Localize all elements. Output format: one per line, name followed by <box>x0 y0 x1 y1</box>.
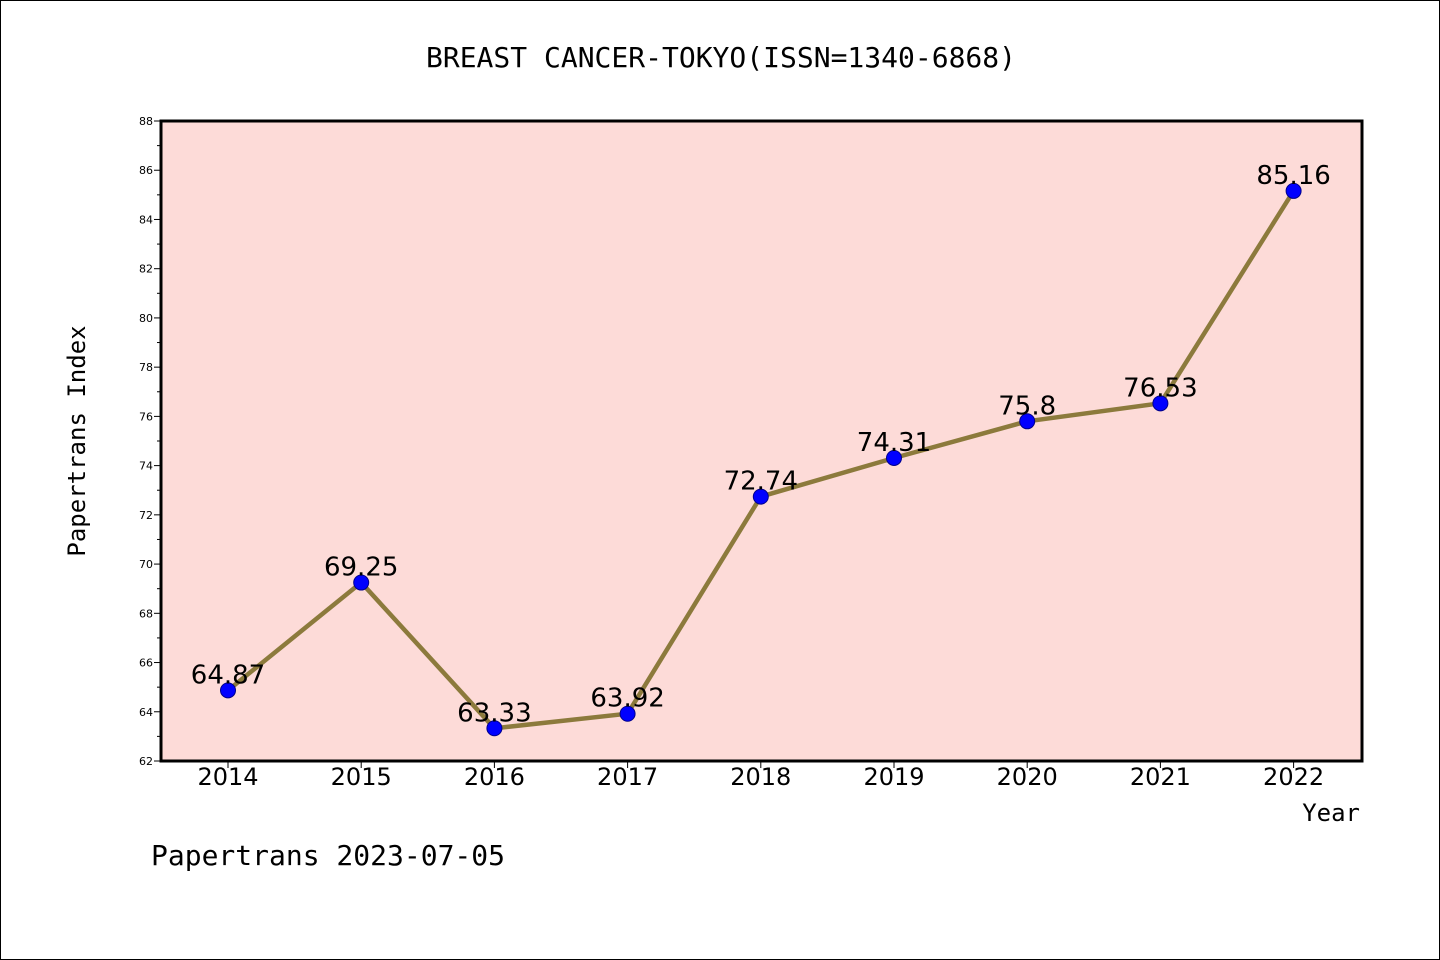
y-axis-label: Papertrans Index <box>63 325 91 556</box>
y-tick-label: 88 <box>139 115 153 128</box>
data-label: 63.92 <box>590 684 664 714</box>
y-tick-label: 64 <box>139 706 153 719</box>
data-point <box>220 682 236 699</box>
data-point <box>619 705 636 722</box>
axis-ticks: 62 64 66 68 70 72 74 76 78 80 82 84 86 88 2014 2015 2016… <box>139 115 1324 791</box>
x-tick-label: 2018 <box>730 763 791 791</box>
x-tick-label: 2014 <box>197 763 258 791</box>
x-tick-label: 2017 <box>597 763 658 791</box>
x-tick-label: 2020 <box>997 763 1058 791</box>
data-label: 76.53 <box>1123 373 1197 403</box>
plot-area <box>161 121 1362 761</box>
y-tick-label: 68 <box>139 607 153 620</box>
y-tick-label: 80 <box>139 312 153 325</box>
data-label: 63.33 <box>457 698 531 728</box>
data-label: 69.25 <box>324 553 398 583</box>
data-label: 72.74 <box>724 467 798 497</box>
y-tick-label: 72 <box>139 509 153 522</box>
x-tick-label: 2016 <box>464 763 525 791</box>
data-labels: 64.87 69.25 63.33 63.92 72.74 74.31 75.8 76.53 8… <box>191 161 1331 728</box>
y-tick-label: 74 <box>139 460 153 473</box>
y-tick-label: 62 <box>139 755 153 768</box>
data-point <box>886 449 902 466</box>
x-axis-label: Year <box>1302 799 1360 827</box>
data-point <box>353 574 370 591</box>
x-tick-label: 2019 <box>863 763 924 791</box>
x-tick-label: 2021 <box>1130 763 1191 791</box>
y-tick-label: 70 <box>139 558 153 571</box>
x-tick-label: 2015 <box>331 763 392 791</box>
chart-title: BREAST CANCER-TOKYO(ISSN=1340-6868) <box>426 41 1016 74</box>
data-point <box>486 720 503 737</box>
footer-credit: Papertrans 2023-07-05 <box>151 839 505 872</box>
x-tick-label: 2022 <box>1263 763 1324 791</box>
y-tick-label: 84 <box>139 213 153 226</box>
data-label: 85.16 <box>1256 161 1330 191</box>
data-point <box>1152 395 1169 412</box>
data-point <box>1285 182 1302 199</box>
y-tick-label: 66 <box>139 657 153 670</box>
data-markers <box>220 182 1302 737</box>
data-label: 74.31 <box>857 428 931 458</box>
data-label: 75.8 <box>998 391 1056 421</box>
data-point <box>752 488 769 505</box>
y-tick-label: 78 <box>139 361 153 374</box>
y-tick-label: 86 <box>139 164 153 177</box>
data-point <box>1019 413 1036 430</box>
data-label: 64.87 <box>191 660 265 690</box>
y-tick-label: 76 <box>139 410 153 423</box>
y-tick-label: 82 <box>139 263 153 276</box>
plot-frame <box>159 119 1364 763</box>
